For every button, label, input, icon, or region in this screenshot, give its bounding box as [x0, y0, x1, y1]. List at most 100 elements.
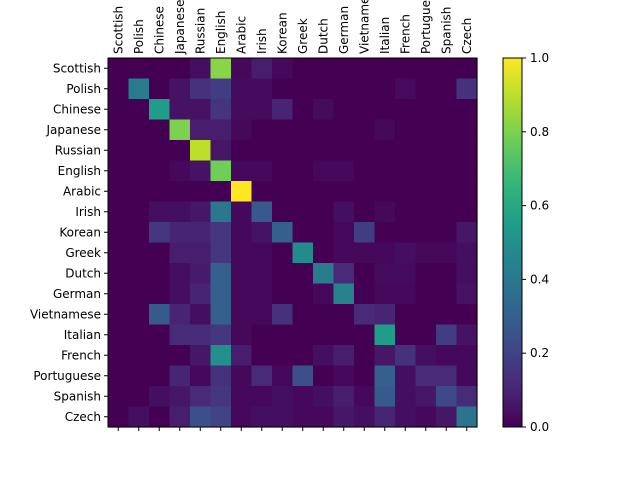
- cell-polish-german: [333, 78, 355, 100]
- cell-french-russian: [190, 345, 212, 367]
- cell-irish-arabic: [231, 201, 253, 223]
- cell-chinese-spanish: [436, 99, 458, 121]
- cell-greek-arabic: [231, 242, 253, 264]
- cell-italian-german: [333, 324, 355, 346]
- cell-french-korean: [272, 345, 294, 367]
- cell-english-czech: [456, 160, 478, 182]
- cell-scottish-scottish: [108, 58, 130, 80]
- cell-scottish-german: [333, 58, 355, 80]
- x-tick-label-polish: Polish: [132, 19, 146, 54]
- cell-greek-vietnamese: [354, 242, 376, 264]
- cell-polish-scottish: [108, 78, 130, 100]
- cell-greek-english: [210, 242, 232, 264]
- cell-czech-german: [333, 406, 355, 428]
- cell-portuguese-french: [395, 365, 417, 387]
- cell-spanish-czech: [456, 386, 478, 408]
- axes-frame: [107, 57, 478, 428]
- cell-vietnamese-german: [333, 304, 355, 326]
- cell-dutch-korean: [272, 263, 294, 285]
- x-tick-label-vietnamese: Vietnamese: [357, 0, 371, 54]
- cell-spanish-italian: [374, 386, 396, 408]
- y-tick-label-korean: Korean: [59, 225, 101, 239]
- y-tick-label-czech: Czech: [65, 410, 101, 424]
- cell-chinese-greek: [292, 99, 314, 121]
- x-tick-label-dutch: Dutch: [316, 18, 330, 54]
- cell-japanese-scottish: [108, 119, 130, 141]
- cell-polish-czech: [456, 78, 478, 100]
- cell-dutch-dutch: [313, 263, 335, 285]
- cell-english-italian: [374, 160, 396, 182]
- cell-chinese-japanese: [169, 99, 191, 121]
- y-tick-label-german: German: [53, 287, 101, 301]
- cell-vietnamese-vietnamese: [354, 304, 376, 326]
- cell-russian-chinese: [149, 140, 171, 162]
- cell-irish-russian: [190, 201, 212, 223]
- cell-greek-french: [395, 242, 417, 264]
- cell-vietnamese-scottish: [108, 304, 130, 326]
- cell-czech-spanish: [436, 406, 458, 428]
- cell-japanese-english: [210, 119, 232, 141]
- cell-dutch-spanish: [436, 263, 458, 285]
- cell-czech-portuguese: [415, 406, 437, 428]
- cell-chinese-czech: [456, 99, 478, 121]
- cell-arabic-chinese: [149, 181, 171, 203]
- cell-czech-scottish: [108, 406, 130, 428]
- cell-arabic-czech: [456, 181, 478, 203]
- cell-polish-arabic: [231, 78, 253, 100]
- cell-korean-english: [210, 222, 232, 244]
- cell-korean-korean: [272, 222, 294, 244]
- cell-czech-italian: [374, 406, 396, 428]
- cell-russian-greek: [292, 140, 314, 162]
- cell-japanese-dutch: [313, 119, 335, 141]
- cell-polish-irish: [251, 78, 273, 100]
- cell-german-german: [333, 283, 355, 305]
- cell-vietnamese-czech: [456, 304, 478, 326]
- cell-czech-polish: [128, 406, 150, 428]
- cell-italian-korean: [272, 324, 294, 346]
- cell-french-german: [333, 345, 355, 367]
- cell-portuguese-polish: [128, 365, 150, 387]
- cell-japanese-polish: [128, 119, 150, 141]
- x-tick-label-french: French: [398, 14, 412, 54]
- cell-polish-dutch: [313, 78, 335, 100]
- y-tick-label-dutch: Dutch: [65, 266, 101, 280]
- cell-russian-japanese: [169, 140, 191, 162]
- cell-arabic-korean: [272, 181, 294, 203]
- cell-russian-irish: [251, 140, 273, 162]
- cell-scottish-japanese: [169, 58, 191, 80]
- cell-greek-korean: [272, 242, 294, 264]
- cell-german-arabic: [231, 283, 253, 305]
- cell-czech-arabic: [231, 406, 253, 428]
- colorbar-tick-label: 0.0: [530, 420, 549, 434]
- cell-italian-dutch: [313, 324, 335, 346]
- cell-spanish-russian: [190, 386, 212, 408]
- y-tick-label-french: French: [61, 348, 101, 362]
- cell-chinese-english: [210, 99, 232, 121]
- cell-french-spanish: [436, 345, 458, 367]
- cell-french-french: [395, 345, 417, 367]
- cell-arabic-greek: [292, 181, 314, 203]
- cell-french-dutch: [313, 345, 335, 367]
- cell-korean-irish: [251, 222, 273, 244]
- cell-vietnamese-italian: [374, 304, 396, 326]
- cell-irish-irish: [251, 201, 273, 223]
- cell-scottish-korean: [272, 58, 294, 80]
- cell-chinese-italian: [374, 99, 396, 121]
- cell-german-dutch: [313, 283, 335, 305]
- cell-greek-russian: [190, 242, 212, 264]
- colorbar-tick-label: 0.6: [530, 199, 549, 213]
- cell-spanish-portuguese: [415, 386, 437, 408]
- cell-korean-czech: [456, 222, 478, 244]
- cell-arabic-italian: [374, 181, 396, 203]
- x-tick-label-irish: Irish: [255, 28, 269, 54]
- cell-greek-chinese: [149, 242, 171, 264]
- x-tick-label-chinese: Chinese: [152, 6, 166, 54]
- cell-scottish-portuguese: [415, 58, 437, 80]
- cell-polish-portuguese: [415, 78, 437, 100]
- cell-russian-korean: [272, 140, 294, 162]
- cell-portuguese-chinese: [149, 365, 171, 387]
- y-tick-label-chinese: Chinese: [53, 102, 101, 116]
- cell-italian-japanese: [169, 324, 191, 346]
- cell-japanese-italian: [374, 119, 396, 141]
- cell-vietnamese-english: [210, 304, 232, 326]
